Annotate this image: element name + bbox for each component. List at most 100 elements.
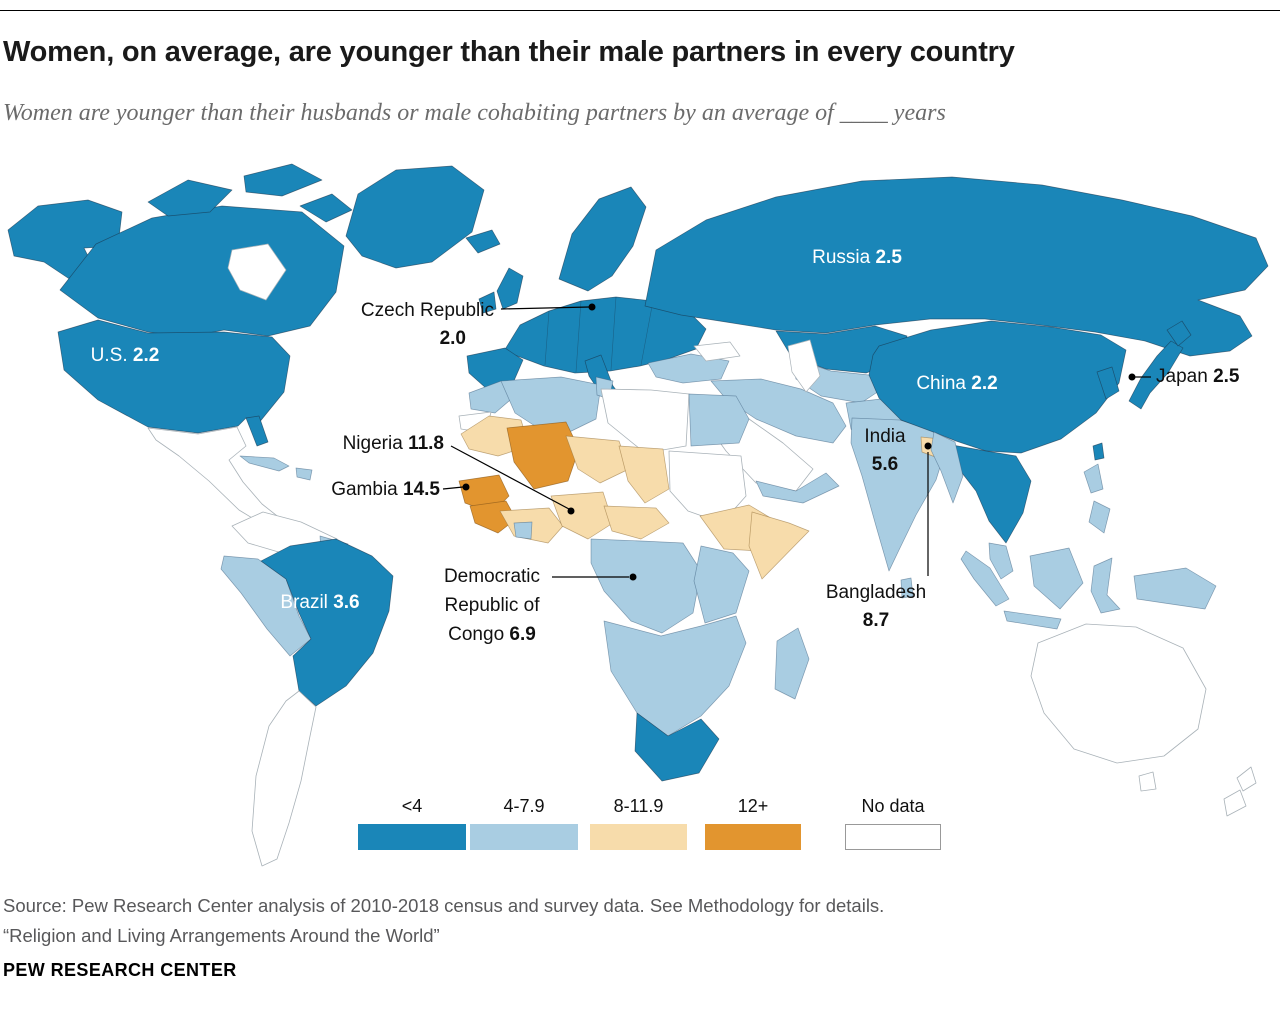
map-label-drc: Democratic Republic of Congo 6.9	[402, 562, 582, 649]
country-name: China	[916, 373, 966, 394]
country-name-line-1: Democratic	[443, 566, 541, 587]
legend-item-8-11-9: 8-11.9	[590, 796, 687, 850]
north-america	[7, 163, 485, 528]
legend: <4 4-7.9 8-11.9 12+ No data	[0, 796, 1280, 886]
caspian-sea	[787, 339, 821, 393]
marker-gambia	[462, 483, 470, 491]
country-value: 2.5	[875, 247, 902, 268]
map-label-china: China 2.2	[882, 371, 1032, 397]
map-label-india: India 5.6	[835, 423, 935, 479]
leader-lines	[442, 303, 1151, 581]
africa	[458, 376, 810, 782]
legend-swatch-12plus	[705, 824, 801, 850]
south-america	[220, 511, 394, 867]
region-indochina	[951, 444, 1032, 544]
legend-label: 8-11.9	[613, 796, 664, 816]
region-south-africa	[634, 712, 720, 782]
map-label-czech-republic: Czech Republic 2.0	[322, 297, 494, 353]
region-tasmania	[1138, 771, 1157, 792]
legend-item-no-data: No data	[845, 796, 941, 850]
region-mali	[506, 421, 580, 490]
country-name: U.S.	[90, 345, 128, 366]
region-arctic-island-3	[299, 193, 353, 223]
region-alaska	[7, 199, 123, 283]
country-name: Bangladesh	[825, 582, 927, 603]
region-coastal-ghana	[513, 521, 533, 540]
leader-nigeria	[450, 445, 570, 510]
source-text: Source: Pew Research Center analysis of …	[3, 891, 1263, 951]
region-philippines-north	[1083, 463, 1104, 494]
legend-swatch-8-11-9	[590, 824, 687, 850]
region-usa	[57, 319, 291, 434]
legend-swatch-lt4	[358, 824, 466, 850]
region-arctic-island-2	[243, 163, 323, 197]
black-sea	[693, 341, 741, 362]
region-korea	[1096, 366, 1120, 400]
world-map: Russia 2.5 Czech Republic 2.0 U.S. 2.2 C…	[0, 150, 1280, 880]
country-value: 5.6	[871, 454, 899, 475]
country-value: 14.5	[403, 479, 440, 500]
map-label-russia: Russia 2.5	[767, 245, 947, 271]
world-map-svg	[7, 163, 1269, 867]
country-name: Nigeria	[342, 433, 403, 454]
legend-swatch-4-7-9	[470, 824, 578, 850]
region-florida	[245, 415, 269, 447]
region-mexico-central-america	[147, 426, 282, 528]
country-value: 3.6	[333, 592, 360, 613]
water-bodies	[693, 339, 821, 393]
region-southern-africa	[603, 615, 747, 737]
marker-bangladesh	[924, 442, 932, 450]
region-sumatra	[960, 550, 1010, 607]
leader-gambia	[442, 486, 464, 490]
region-new-zealand-south	[1223, 789, 1247, 817]
region-scandinavia	[558, 186, 647, 292]
europe	[465, 186, 707, 405]
country-value: 2.2	[971, 373, 998, 394]
oceania	[1030, 623, 1257, 817]
region-yemen-oman	[755, 472, 840, 504]
region-east-africa	[693, 545, 750, 624]
legend-label: 12+	[737, 796, 769, 816]
map-label-gambia: Gambia 14.5	[290, 477, 440, 503]
region-arctic-island-1	[147, 179, 233, 217]
region-algeria	[500, 376, 602, 440]
region-brazil	[260, 538, 394, 707]
marker-drc	[629, 573, 637, 581]
map-label-bangladesh: Bangladesh 8.7	[796, 579, 956, 635]
region-sulawesi	[1090, 557, 1121, 614]
country-name: Czech Republic	[360, 300, 494, 321]
asia	[644, 176, 1269, 630]
region-malay-peninsula	[988, 542, 1014, 580]
region-borneo	[1029, 547, 1084, 610]
region-australia	[1030, 623, 1207, 764]
country-value: 2.0	[439, 328, 466, 349]
marker-nigeria	[567, 507, 575, 515]
region-hispaniola	[295, 467, 313, 481]
country-value: 2.2	[132, 345, 160, 366]
brand: PEW RESEARCH CENTER	[3, 960, 237, 980]
region-madagascar	[774, 627, 810, 700]
country-name: India	[864, 426, 906, 447]
region-uk	[496, 267, 524, 310]
region-egypt	[688, 393, 750, 447]
region-somalia	[748, 511, 810, 580]
page-subtitle: Women are younger than their husbands or…	[3, 100, 946, 126]
country-value: 8.7	[862, 610, 890, 631]
legend-label: <4	[401, 796, 423, 816]
region-new-zealand-north	[1236, 766, 1257, 792]
region-hokkaido	[1166, 320, 1192, 347]
region-southern-cone	[251, 690, 317, 867]
region-myanmar	[930, 431, 964, 504]
region-drc-congo	[590, 538, 702, 634]
source-line-2: “Religion and Living Arrangements Around…	[3, 925, 440, 946]
region-china-mongolia	[868, 320, 1127, 454]
legend-label: No data	[861, 796, 925, 816]
region-guinea	[469, 500, 517, 534]
top-rule	[0, 10, 1280, 11]
region-cuba	[239, 455, 290, 472]
region-philippines-south	[1088, 500, 1111, 534]
region-ireland	[478, 291, 497, 314]
region-iceland	[465, 229, 501, 254]
region-new-guinea	[1133, 567, 1217, 610]
region-java	[1003, 610, 1062, 630]
